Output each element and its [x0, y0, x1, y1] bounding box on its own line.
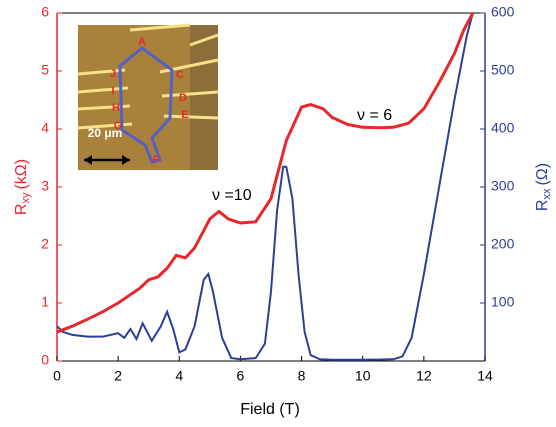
inset-label: H — [112, 102, 120, 114]
y2-label-unit: (Ω) — [534, 163, 551, 186]
y-tick-label: 0 — [41, 352, 49, 368]
x-tick-label: 6 — [237, 368, 245, 384]
inset-label: I — [111, 85, 114, 97]
y-tick-label: 5 — [41, 62, 49, 78]
inset-leads — [77, 23, 219, 130]
annotation: ν =10 — [212, 187, 252, 204]
inset-label: E — [181, 109, 188, 121]
inset-label: J — [110, 68, 116, 80]
inset-label: D — [179, 92, 187, 104]
x-tick-label: 14 — [477, 368, 493, 384]
y-tick-label: 4 — [41, 120, 49, 136]
x-tick-label: 12 — [416, 368, 432, 384]
y2-axis-label: Rxx (Ω) — [534, 163, 553, 211]
x-axis-label: Field (T) — [240, 401, 300, 418]
inset-label: G — [114, 120, 123, 132]
series-line — [56, 12, 475, 334]
y2-tick-label: 600 — [491, 4, 515, 20]
y-tick-label: 1 — [41, 294, 49, 310]
inset-label: A — [138, 36, 146, 48]
y-tick-label: 6 — [41, 4, 49, 20]
y-axis-label: Rxy (kΩ) — [13, 159, 32, 215]
annotation: ν = 6 — [357, 107, 392, 124]
y2-tick-label: 400 — [491, 120, 515, 136]
x-tick-label: 0 — [53, 368, 61, 384]
y2-tick-label: 300 — [491, 178, 515, 194]
y-tick-label: 3 — [41, 178, 49, 194]
y2-tick-label: 500 — [491, 62, 515, 78]
x-tick-label: 10 — [355, 368, 371, 384]
inset-device — [118, 46, 174, 164]
inset-shade — [190, 25, 218, 170]
y-label-main: R — [13, 204, 30, 216]
inset-label: F — [153, 154, 160, 166]
y-label-sub: xy — [20, 192, 32, 204]
inset-label: 20 μm — [88, 126, 123, 140]
inset-label: C — [176, 69, 184, 81]
x-tick-label: 4 — [175, 368, 183, 384]
x-tick-label: 8 — [298, 368, 306, 384]
y2-label-main: R — [534, 200, 551, 212]
y-tick-label: 2 — [41, 236, 49, 252]
y2-label-sub: xx — [541, 188, 553, 200]
y-label-unit: (kΩ) — [13, 159, 30, 190]
y2-tick-label: 100 — [491, 294, 515, 310]
x-tick-label: 2 — [114, 368, 122, 384]
y2-tick-label: 200 — [491, 236, 515, 252]
series-line — [56, 12, 474, 361]
